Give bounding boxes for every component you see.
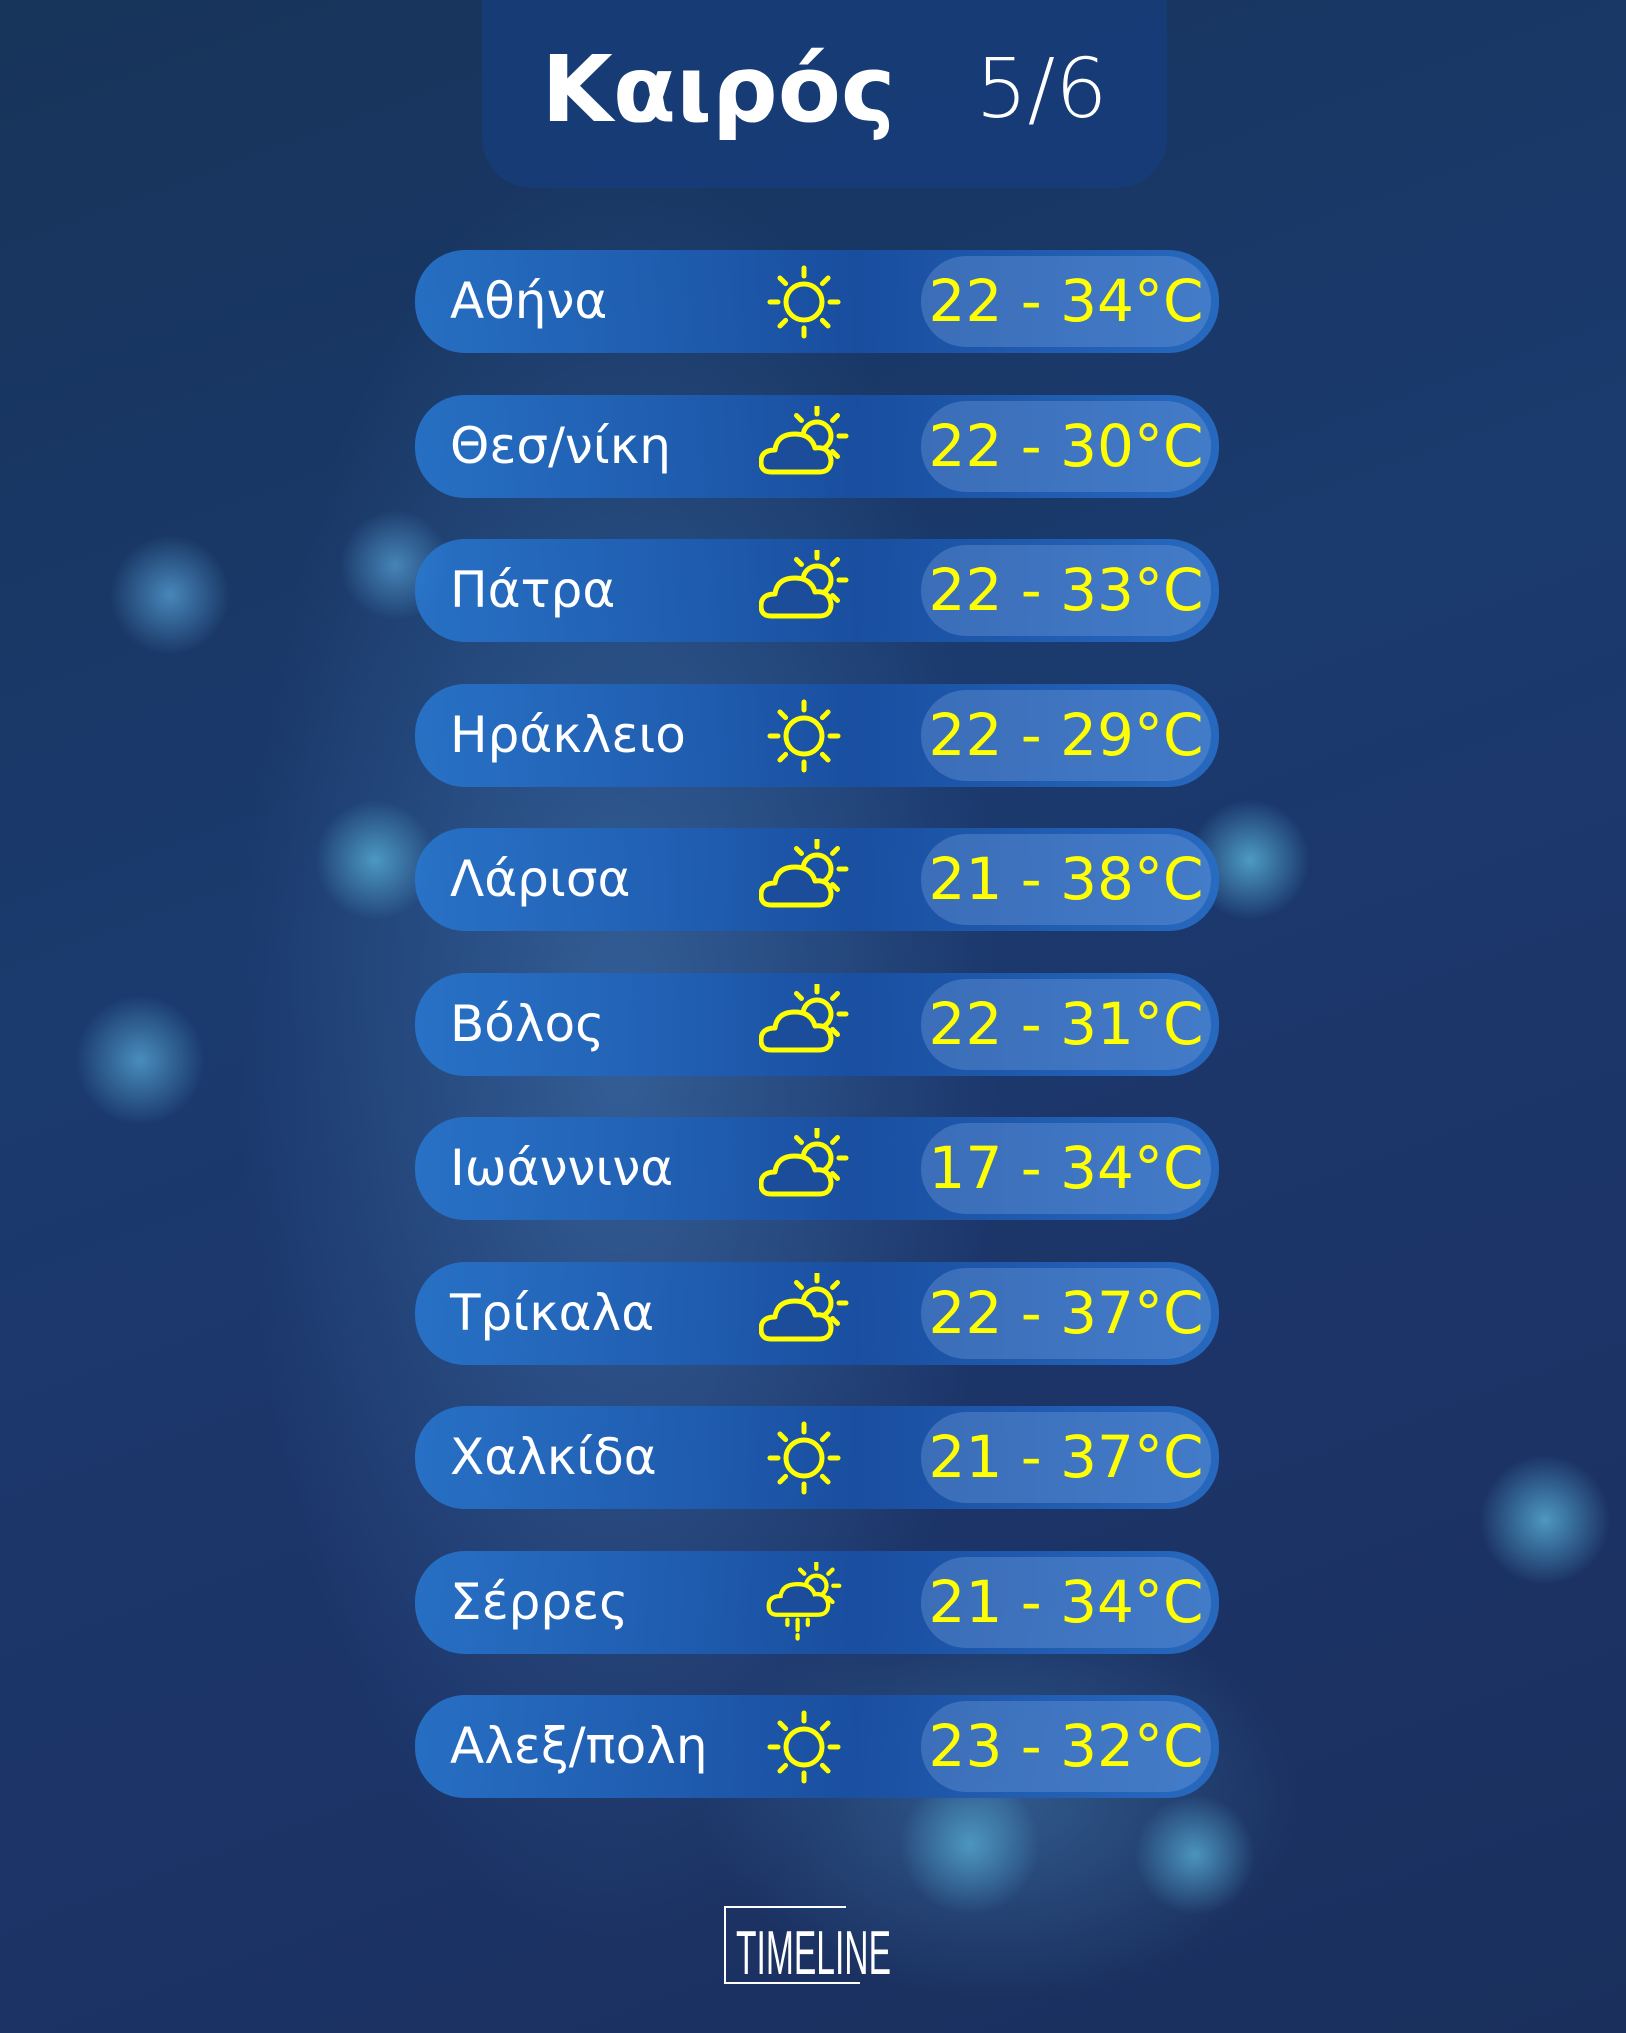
city-row: Βόλος 22 - 31°C <box>415 972 1219 1076</box>
temperature-range: 21 - 34°C <box>921 1556 1211 1648</box>
city-row: Θεσ/νίκη 22 - 30°C <box>415 394 1219 498</box>
page-title: Καιρός <box>541 35 896 143</box>
city-name: Βόλος <box>450 994 605 1053</box>
temperature-range: 22 - 31°C <box>921 978 1211 1070</box>
sun-icon <box>759 261 849 343</box>
partly-cloudy-icon <box>758 1271 849 1355</box>
temperature-range: 22 - 33°C <box>921 545 1211 636</box>
city-row: Λάρισα 21 - 38°C <box>415 828 1219 931</box>
city-name: Πάτρα <box>450 561 616 619</box>
timeline-logo: TIMELINE <box>724 1906 891 1984</box>
city-row: Πάτρα 22 - 33°C <box>415 539 1219 642</box>
date: 5/6 <box>975 41 1108 137</box>
city-name: Ιωάννινα <box>450 1139 674 1197</box>
partly-cloudy-icon <box>758 548 849 632</box>
temperature-range: 22 - 29°C <box>921 689 1211 781</box>
logo-text: TIMELINE <box>736 1919 891 1984</box>
temperature-range: 21 - 37°C <box>921 1412 1211 1503</box>
city-name: Χαλκίδα <box>450 1428 657 1486</box>
city-row: Σέρρες 21 - 34°C <box>415 1550 1219 1654</box>
partly-cloudy-icon <box>758 1126 849 1210</box>
temperature-range: 23 - 32°C <box>921 1701 1211 1792</box>
city-row: Τρίκαλα 22 - 37°C <box>415 1261 1219 1365</box>
city-name: Θεσ/νίκη <box>450 416 671 475</box>
city-row: Αλεξ/πολη 23 - 32°C <box>415 1695 1219 1798</box>
partly-cloudy-icon <box>758 837 849 921</box>
temperature-range: 22 - 30°C <box>921 400 1211 492</box>
city-row: Χαλκίδα 21 - 37°C <box>415 1406 1219 1509</box>
rain-sun-icon <box>759 1560 849 1644</box>
sun-icon <box>759 1706 849 1788</box>
city-name: Λάρισα <box>450 850 631 908</box>
city-name: Αθήνα <box>450 272 608 330</box>
temperature-range: 17 - 34°C <box>921 1123 1211 1214</box>
city-name: Ηράκλειο <box>450 705 686 764</box>
temperature-range: 21 - 38°C <box>921 834 1211 925</box>
city-name: Σέρρες <box>450 1572 629 1631</box>
header: Καιρός 5/6 <box>482 0 1167 188</box>
sun-icon <box>759 1417 849 1499</box>
city-row: Αθήνα 22 - 34°C <box>415 250 1219 353</box>
city-row: Ιωάννινα 17 - 34°C <box>415 1117 1219 1220</box>
temperature-range: 22 - 37°C <box>921 1267 1211 1359</box>
city-name: Αλεξ/πολη <box>450 1717 708 1775</box>
sun-icon <box>759 695 849 777</box>
city-name: Τρίκαλα <box>450 1283 655 1342</box>
partly-cloudy-icon <box>758 982 849 1066</box>
partly-cloudy-icon <box>758 404 849 488</box>
temperature-range: 22 - 34°C <box>921 256 1211 347</box>
city-row: Ηράκλειο 22 - 29°C <box>415 683 1219 787</box>
